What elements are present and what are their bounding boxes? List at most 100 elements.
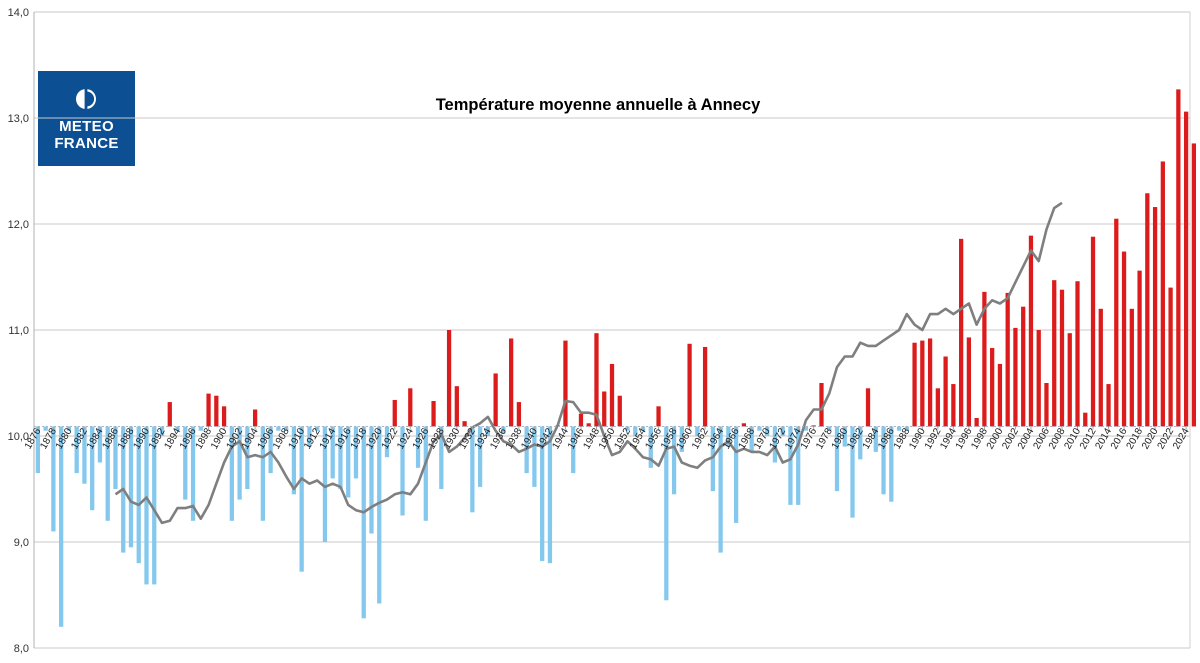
- bar-1948: [594, 333, 599, 427]
- bar-1997: [974, 417, 979, 427]
- bar-1975: [803, 426, 809, 431]
- bar-1963: [710, 426, 715, 492]
- bar-1926: [423, 426, 428, 521]
- bar-1966: [734, 426, 739, 523]
- bar-1938: [516, 402, 522, 427]
- x-tick-label: 2024: [1171, 426, 1192, 451]
- bar-1881: [74, 426, 79, 474]
- bar-1964: [718, 426, 723, 553]
- bar-1920: [377, 426, 382, 604]
- bar-1921: [384, 426, 390, 458]
- bar-1972: [780, 426, 785, 436]
- bar-1999: [990, 348, 995, 427]
- bar-1957: [664, 426, 669, 601]
- bar-1922: [392, 399, 397, 427]
- bar-2007: [1052, 280, 1057, 427]
- bar-1933: [477, 426, 483, 487]
- bar-1935: [493, 373, 498, 427]
- bar-1967: [741, 423, 747, 427]
- bar-1940: [532, 426, 537, 487]
- bar-1941: [540, 426, 545, 562]
- bar-1984: [873, 426, 878, 452]
- bar-1991: [927, 338, 933, 427]
- bar-1956: [656, 406, 661, 427]
- bar-1877: [43, 426, 48, 431]
- bar-2014: [1106, 384, 1111, 427]
- bar-1992: [935, 388, 940, 427]
- bar-1982: [858, 426, 863, 460]
- bar-1949: [602, 391, 607, 427]
- bar-1913: [322, 426, 328, 542]
- bar-1915: [338, 426, 343, 489]
- bar-1901: [229, 426, 234, 521]
- y-tick-label: 12,0: [8, 219, 29, 231]
- bar-2000: [997, 363, 1003, 427]
- bar-1902: [237, 426, 242, 500]
- bar-1899: [214, 395, 219, 427]
- bar-1918: [361, 426, 366, 619]
- bar-1879: [59, 426, 64, 627]
- bar-1927: [431, 401, 436, 427]
- bar-1925: [415, 426, 421, 468]
- bar-1910: [299, 426, 304, 572]
- bar-1959: [679, 426, 684, 452]
- bar-1976: [811, 425, 816, 427]
- bar-2016: [1121, 251, 1127, 427]
- bar-2013: [1098, 308, 1103, 427]
- bar-1958: [671, 426, 677, 495]
- bar-1993: [943, 356, 948, 427]
- bar-2008: [1059, 289, 1065, 427]
- bar-1878: [51, 426, 56, 532]
- trend-line: [114, 201, 1063, 525]
- bar-1937: [509, 338, 514, 427]
- bar-1946: [578, 413, 584, 427]
- bar-1990: [920, 340, 925, 427]
- bar-1969: [757, 426, 762, 431]
- bar-2006: [1044, 383, 1049, 427]
- bar-1916: [346, 426, 351, 498]
- bar-1905: [260, 426, 266, 521]
- y-tick-label: 13,0: [8, 113, 29, 125]
- bar-1970: [765, 426, 770, 436]
- bar-1944: [563, 340, 568, 427]
- bar-1911: [307, 426, 312, 447]
- bar-1942: [547, 426, 553, 564]
- bar-1951: [617, 395, 622, 427]
- bar-1945: [571, 426, 576, 474]
- chart-title: Température moyenne annuelle à Annecy: [436, 96, 761, 114]
- bar-2025: [1191, 143, 1197, 427]
- bar-1896: [190, 426, 196, 521]
- y-tick-label: 11,0: [8, 325, 29, 337]
- bar-1977: [819, 383, 824, 427]
- bar-1923: [400, 426, 405, 516]
- y-tick-label: 10,0: [8, 431, 29, 443]
- bar-1930: [454, 386, 459, 427]
- bar-1960: [687, 343, 692, 427]
- logo-text-meteo: METEO: [59, 118, 114, 135]
- bar-1998: [982, 291, 987, 427]
- bar-2017: [1129, 308, 1134, 427]
- bar-2015: [1114, 218, 1119, 427]
- bar-1886: [113, 426, 118, 489]
- bar-2002: [1013, 327, 1018, 427]
- bar-1893: [167, 402, 172, 427]
- y-tick-label: 8,0: [14, 643, 29, 655]
- bar-1888: [128, 426, 134, 548]
- bar-1987: [896, 426, 902, 431]
- bar-1919: [369, 426, 374, 534]
- bar-1986: [889, 426, 894, 502]
- bar-2009: [1067, 333, 1072, 427]
- bar-1890: [144, 426, 149, 585]
- bar-2005: [1036, 330, 1041, 427]
- bar-1973: [788, 426, 793, 505]
- bar-1971: [772, 426, 778, 463]
- bar-1889: [136, 426, 141, 564]
- bar-1900: [221, 406, 227, 427]
- meteo-france-emblem-icon: [76, 88, 96, 110]
- bar-1892: [159, 426, 165, 436]
- bar-1955: [648, 426, 653, 468]
- logo-text-france: FRANCE: [54, 135, 119, 152]
- bar-1950: [609, 363, 615, 427]
- bar-1979: [834, 426, 840, 492]
- bar-1936: [501, 426, 506, 434]
